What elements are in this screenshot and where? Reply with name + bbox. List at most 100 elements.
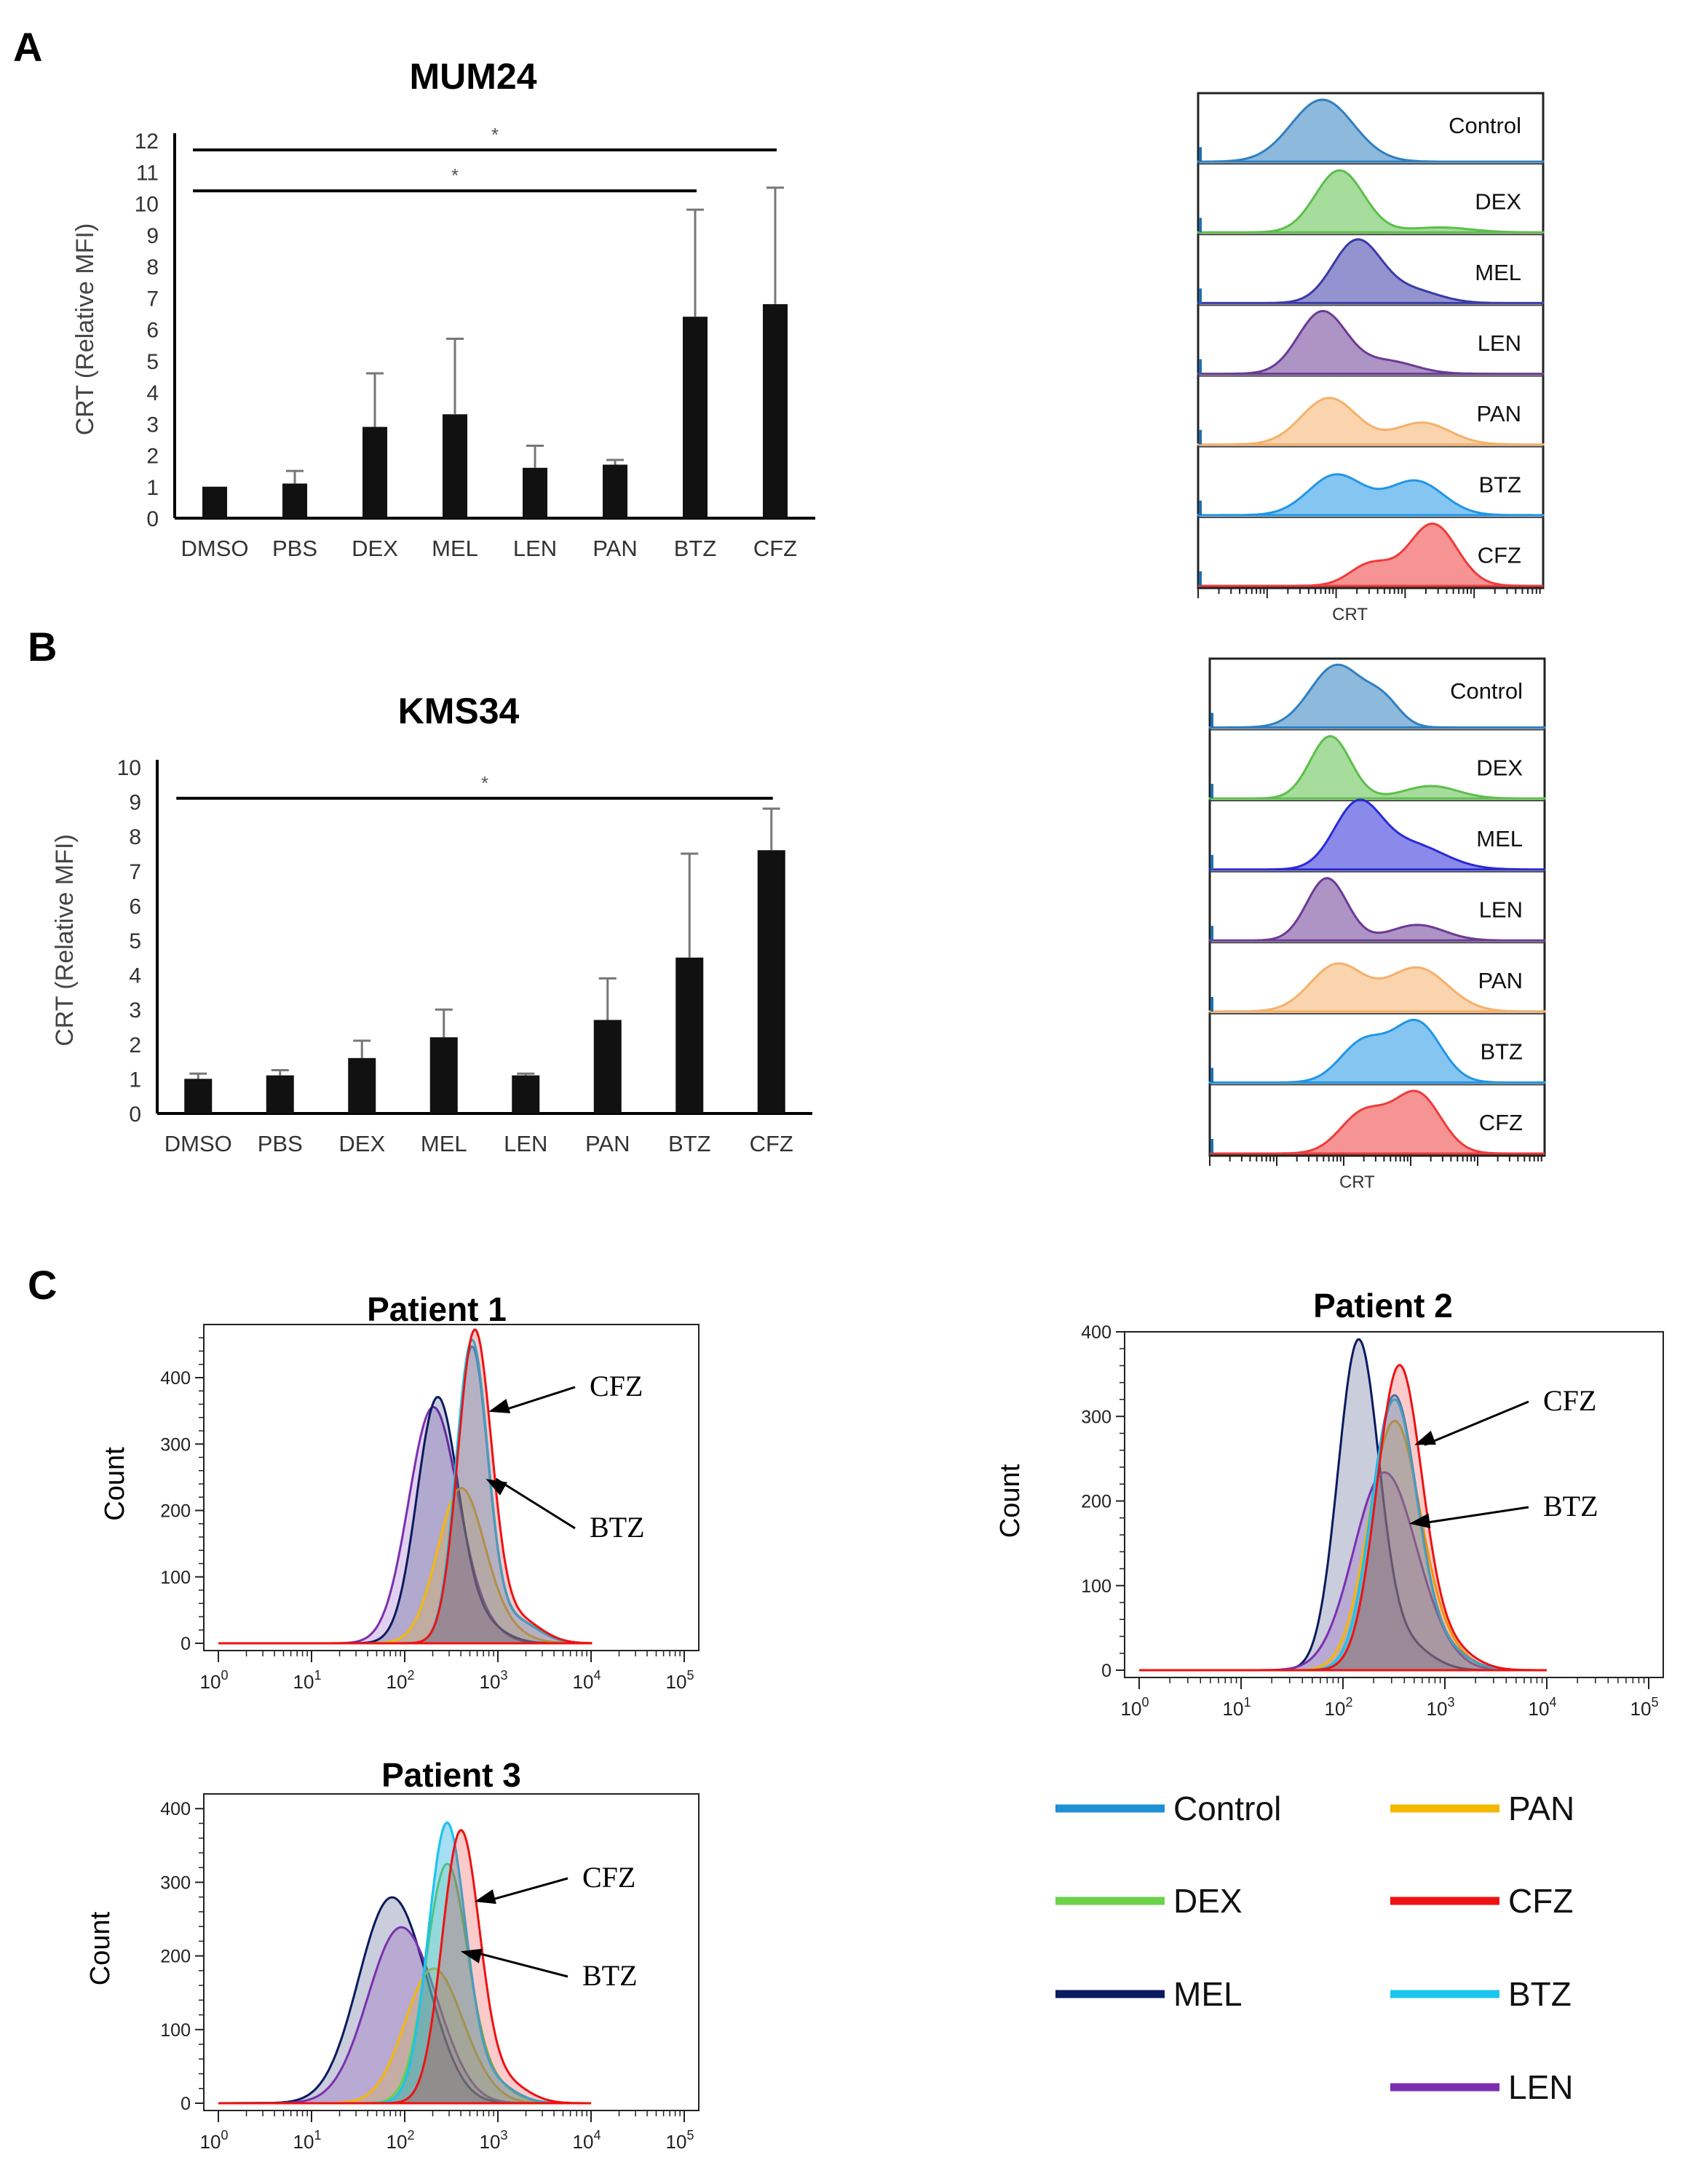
stack-frame [1208,657,1546,1157]
y-tick-label: 8 [146,255,159,279]
histogram-len [1197,309,1545,376]
histogram-pan [1197,397,1545,446]
row-label-len: LEN [1478,330,1521,356]
x-tick-label: 101 [293,2128,322,2153]
annotation-label: CFZ [582,1861,635,1894]
overlay-patient-3: Patient 3 0 100 200 300 400 Count 100 101 102 103 1… [85,1756,700,2153]
annotation-arrow [1424,1400,1529,1446]
annotation-arrowhead [460,1948,483,1963]
y-tick-label: 0 [181,2094,191,2114]
plot-frame [203,1793,700,2111]
x-tick-label: BTZ [668,1131,711,1156]
histogram-cfz [1198,522,1543,587]
x-tick-label: 103 [480,2128,508,2153]
annotation-arrowhead [486,1479,507,1496]
bar-len [523,467,547,518]
x-tick-label: DMSO [165,1131,232,1156]
bar-pan [603,464,627,518]
y-axis-label: Count [995,1464,1026,1538]
histogram-stack-a: Control DEX MEL LEN PAN BTZ CFZ CRT [1197,92,1545,624]
histogram-btz [1208,1018,1546,1084]
histogram-pan [1208,962,1546,1013]
histogram-btz [1197,473,1545,517]
x-tick-label: 104 [573,1668,601,1693]
bar-pan [593,1020,622,1113]
y-tick-label: 3 [146,413,159,437]
x-tick-label: 102 [387,1668,415,1693]
row-label-dex: DEX [1475,189,1521,215]
histogram-cfz [1210,1089,1545,1155]
y-tick-label: 8 [129,825,141,849]
row-label-btz: BTZ [1480,1039,1523,1065]
annotation-arrowhead [475,1889,496,1905]
plot-frame [203,1324,700,1651]
y-tick-label: 3 [129,998,141,1022]
stack-frame [1197,92,1545,589]
histogram-stack-b: Control DEX MEL LEN PAN BTZ CFZ CRT [1208,657,1546,1192]
bar-btz [683,317,708,518]
annotation-arrow [1419,1506,1529,1525]
annotation-label: BTZ [1543,1490,1598,1522]
x-tick-label: 105 [666,1668,694,1693]
chart-title: Patient 1 [367,1290,507,1328]
panel-label-c: C [28,1262,57,1308]
y-tick-label: 6 [146,319,159,343]
y-tick-label: 12 [135,130,159,154]
panel-label-a: A [13,24,42,70]
y-tick-label: 0 [1101,1661,1111,1681]
annotation-label: CFZ [1543,1384,1596,1417]
legend-label-mel: MEL [1173,1975,1243,2013]
row-label-pan: PAN [1477,401,1521,426]
bar-cfz [757,850,785,1113]
y-axis-label: Count [85,1911,116,1985]
y-tick-label: 200 [160,1947,191,1967]
x-tick-label: PBS [258,1131,303,1156]
y-tick-label: 10 [135,193,159,217]
x-tick-label: DMSO [181,536,249,561]
x-tick-label: PAN [593,536,637,561]
x-tick-label: 104 [1529,1695,1557,1720]
row-label-len: LEN [1479,897,1523,923]
annotation-arrowhead [488,1399,511,1413]
x-tick-label: DEX [352,536,398,561]
y-tick-label: 100 [160,1568,191,1588]
y-tick-label: 6 [129,894,141,918]
y-tick-label: 0 [129,1103,141,1127]
annotation-arrow [470,1950,568,1978]
chart-title: Patient 2 [1313,1287,1453,1325]
y-tick-label: 2 [129,1033,141,1057]
y-tick-label: 4 [129,964,141,988]
x-axis-label: CRT [1332,605,1368,624]
bar-pbs [282,483,307,518]
row-label-btz: BTZ [1478,472,1521,497]
annotation-label: BTZ [582,1959,638,1992]
bar-dmso [202,486,227,518]
row-label-mel: MEL [1476,826,1523,851]
chart-title: MUM24 [409,56,536,97]
y-tick-label: 10 [117,756,141,780]
y-tick-label: 11 [136,161,159,185]
overlay-patient-1: Patient 1 0 100 200 300 400 Count 100 101 102 103 1… [100,1290,700,1693]
y-tick-label: 100 [160,2020,191,2041]
y-axis-label: CRT (Relative MFI) [51,834,79,1047]
y-tick-label: 9 [129,791,141,815]
x-tick-label: 101 [1223,1695,1251,1720]
y-tick-label: 400 [160,1368,191,1389]
x-tick-label: 100 [200,1668,229,1693]
x-tick-label: LEN [513,536,557,561]
y-tick-label: 400 [160,1799,191,1819]
row-label-control: Control [1449,113,1521,138]
series-cfz [1139,1364,1547,1672]
bar-btz [675,957,704,1113]
x-tick-label: BTZ [674,536,717,561]
legend-label-len: LEN [1508,2068,1573,2106]
bar-mel [443,414,467,518]
x-tick-label: 105 [1630,1695,1659,1720]
legend-label-pan: PAN [1508,1790,1574,1827]
y-tick-label: 200 [160,1501,191,1522]
x-axis-ticks [1197,588,1541,598]
series-cfz [218,1829,591,2105]
